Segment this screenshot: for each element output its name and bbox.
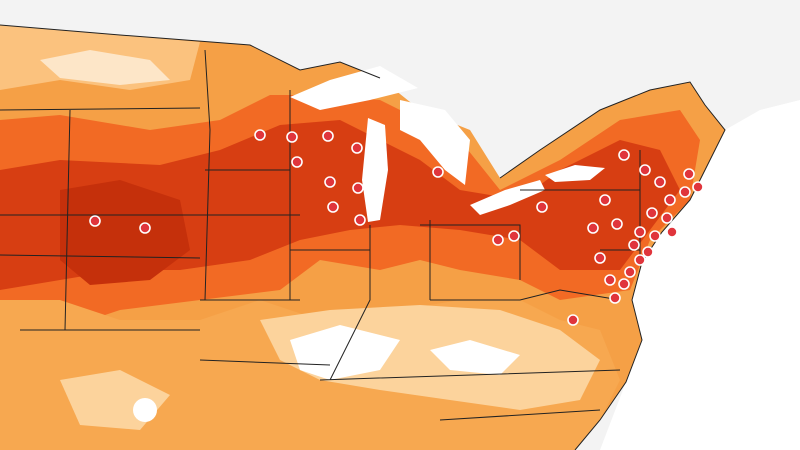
city (609, 292, 621, 304)
city (351, 142, 363, 154)
city (324, 176, 336, 188)
city (692, 181, 704, 193)
city (354, 214, 366, 226)
city (139, 222, 151, 234)
city (634, 254, 646, 266)
city (683, 168, 695, 180)
lake-huron (400, 100, 470, 185)
city (587, 222, 599, 234)
city (254, 129, 266, 141)
city (291, 156, 303, 168)
dark-red-region (60, 180, 190, 285)
white-region (290, 325, 400, 380)
city (634, 226, 646, 238)
city (286, 131, 298, 143)
city (649, 230, 661, 242)
city (567, 314, 579, 326)
ocean (600, 0, 800, 450)
city (508, 230, 520, 242)
state-line (0, 49, 641, 421)
city (642, 246, 654, 258)
city (646, 207, 658, 219)
city (352, 182, 364, 194)
city (599, 194, 611, 206)
city (639, 164, 651, 176)
state-lines (0, 24, 726, 450)
city (679, 186, 691, 198)
city (624, 266, 636, 278)
lake-superior (290, 66, 418, 110)
city (594, 252, 606, 264)
city (604, 274, 616, 286)
lake-ontario (545, 165, 605, 182)
city (654, 176, 666, 188)
city (666, 226, 678, 238)
city (492, 234, 504, 246)
lake-erie (470, 180, 545, 215)
white-region (133, 398, 157, 422)
city (432, 166, 444, 178)
pale-region (40, 50, 170, 85)
city (322, 130, 334, 142)
white-region (430, 340, 520, 375)
lake-michigan (362, 118, 388, 222)
cities (89, 129, 704, 326)
city (618, 149, 630, 161)
city (664, 194, 676, 206)
city (89, 215, 101, 227)
city (611, 218, 623, 230)
city (661, 212, 673, 224)
city (628, 239, 640, 251)
city (327, 201, 339, 213)
city (618, 278, 630, 290)
city (536, 201, 548, 213)
